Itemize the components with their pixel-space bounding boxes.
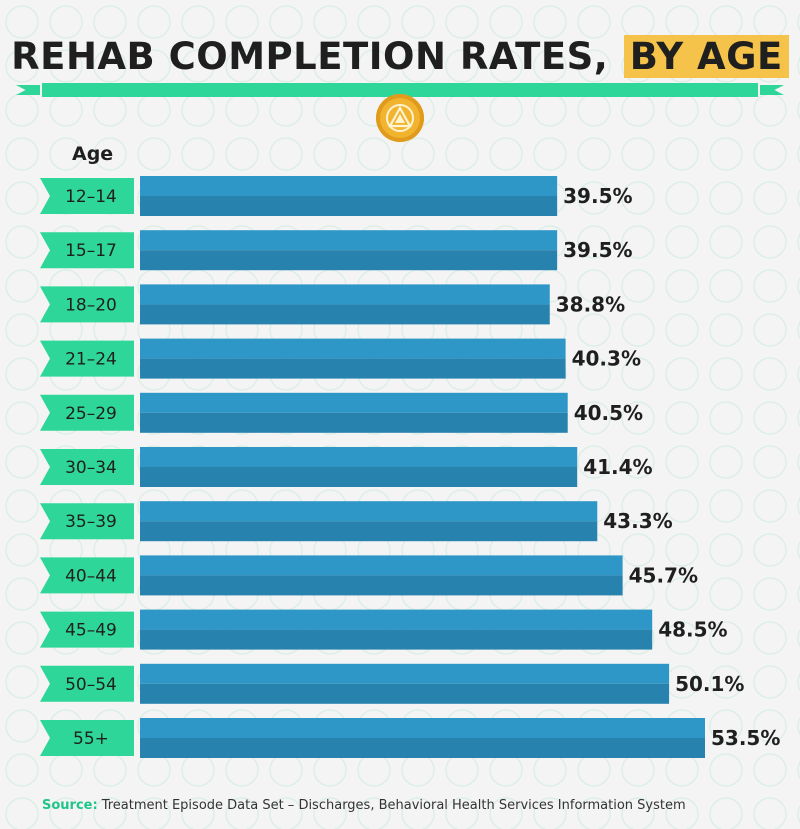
category-tag bbox=[40, 449, 134, 485]
category-label: 18–20 bbox=[65, 295, 117, 315]
category-label: 35–39 bbox=[65, 512, 117, 532]
category-label: 45–49 bbox=[65, 621, 117, 641]
title-ribbon bbox=[42, 83, 758, 97]
category-label: 21–24 bbox=[65, 350, 117, 370]
source-label: Source: bbox=[42, 798, 98, 813]
bar bbox=[140, 501, 598, 522]
category-label: 55+ bbox=[73, 729, 109, 749]
title-highlight: BY AGE bbox=[623, 35, 789, 78]
category-tag bbox=[40, 503, 134, 540]
bar bbox=[140, 447, 578, 467]
bar-shade bbox=[140, 467, 578, 487]
value-label: 53.5% bbox=[711, 726, 780, 750]
category-label: 12–14 bbox=[65, 187, 117, 207]
triangle-logo-icon bbox=[386, 104, 414, 132]
bar-shade bbox=[140, 575, 623, 596]
category-label: 50–54 bbox=[65, 675, 117, 695]
value-label: 38.8% bbox=[556, 292, 625, 316]
title-main: REHAB COMPLETION RATES, bbox=[11, 35, 609, 78]
bar bbox=[140, 392, 568, 413]
bar bbox=[140, 718, 705, 738]
value-label: 50.1% bbox=[675, 672, 744, 696]
category-label: 15–17 bbox=[65, 241, 117, 261]
category-tag bbox=[40, 286, 134, 323]
category-tag bbox=[40, 557, 134, 594]
category-tag bbox=[40, 665, 134, 702]
ribbon-left-end bbox=[16, 85, 40, 95]
bar-shade bbox=[140, 683, 670, 704]
logo-badge-icon bbox=[376, 94, 424, 142]
bar bbox=[140, 609, 653, 630]
bar bbox=[140, 663, 670, 684]
category-tag bbox=[40, 178, 134, 214]
source-note: Source: Treatment Episode Data Set – Disc… bbox=[42, 798, 686, 813]
category-label: 25–29 bbox=[65, 404, 117, 424]
chart-title: REHAB COMPLETION RATES, BY AGE bbox=[0, 34, 800, 80]
bar bbox=[140, 230, 558, 251]
value-label: 45.7% bbox=[629, 563, 698, 587]
category-tag bbox=[40, 340, 134, 377]
bar-shade bbox=[140, 358, 566, 379]
bar-shade bbox=[140, 629, 653, 650]
bar-shade bbox=[140, 250, 558, 271]
category-tag bbox=[40, 394, 134, 431]
value-label: 39.5% bbox=[563, 184, 632, 208]
category-tag bbox=[40, 611, 134, 648]
bar-shade bbox=[140, 521, 598, 542]
bar-shade bbox=[140, 304, 550, 325]
value-label: 43.3% bbox=[603, 509, 672, 533]
category-label: 30–34 bbox=[65, 458, 117, 478]
value-label: 48.5% bbox=[658, 618, 727, 642]
axis-label-age: Age bbox=[72, 143, 114, 165]
bar bbox=[140, 284, 550, 305]
bar bbox=[140, 338, 566, 359]
category-tag bbox=[40, 720, 134, 756]
category-label: 40–44 bbox=[65, 566, 117, 586]
value-label: 39.5% bbox=[563, 238, 632, 262]
value-label: 40.3% bbox=[572, 347, 641, 371]
source-text: Treatment Episode Data Set – Discharges,… bbox=[101, 798, 686, 813]
bar bbox=[140, 555, 623, 576]
bar bbox=[140, 176, 558, 196]
value-label: 41.4% bbox=[583, 455, 652, 479]
category-tag bbox=[40, 232, 134, 269]
bar-shade bbox=[140, 738, 705, 758]
value-label: 40.5% bbox=[574, 401, 643, 425]
bar-shade bbox=[140, 412, 568, 433]
bar-shade bbox=[140, 196, 558, 216]
ribbon-right-end bbox=[760, 85, 784, 95]
